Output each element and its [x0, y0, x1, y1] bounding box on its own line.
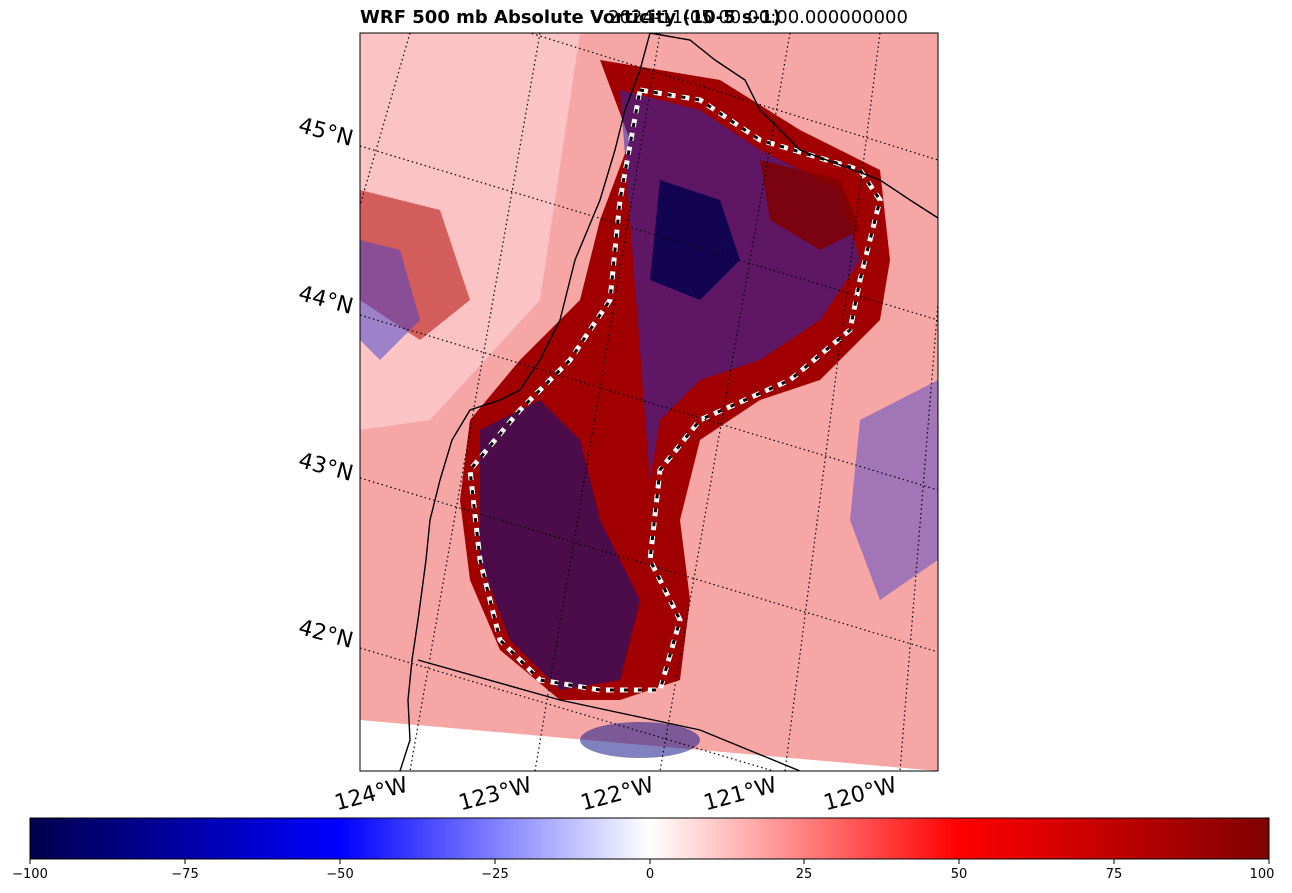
colorbar-ticks: [29, 859, 1270, 864]
map-panel: [360, 33, 938, 771]
valid-time-title: 2024-11-05 00:00:00.000000000: [608, 7, 908, 28]
colorbar-tick-label: −50: [326, 867, 354, 882]
colorbar-tick-label: 75: [1105, 867, 1123, 882]
colorbar-tick-label: 100: [1249, 867, 1275, 882]
colorbar-tick-label: −75: [171, 867, 199, 882]
terrain-contour: [467, 87, 883, 693]
colorbar: [29, 817, 1270, 860]
map-frame: [359, 32, 939, 772]
coastline-borders: [399, 33, 938, 771]
colorbar-tick-label: −100: [12, 867, 48, 882]
colorbar-tick-label: 0: [645, 867, 655, 882]
figure-title: WRF 500 mb Absolute Vorticity (10-5 s-1): [360, 7, 781, 28]
colorbar-tick-label: 50: [950, 867, 968, 882]
graticule: [360, 33, 938, 771]
colorbar-tick-label: 25: [795, 867, 813, 882]
colorbar-tick-label: −25: [481, 867, 509, 882]
